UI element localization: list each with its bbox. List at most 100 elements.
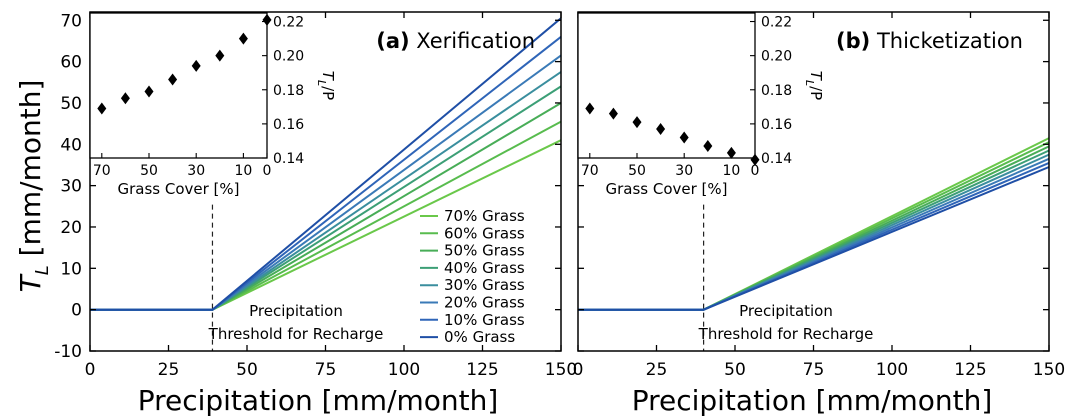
- inset-data-point: [656, 123, 666, 135]
- x-tick-label: 0: [573, 360, 584, 380]
- x-tick-label: 50: [724, 360, 746, 380]
- y-tick-label: 10: [60, 259, 82, 279]
- legend-label: 60% Grass: [444, 224, 525, 242]
- inset-y-axis-title: TL/P: [315, 71, 337, 100]
- inset-y-tick-label: 0.16: [273, 117, 304, 133]
- inset-data-point: [679, 131, 689, 144]
- legend-label: 20% Grass: [444, 294, 525, 312]
- inset-data-point: [168, 73, 178, 86]
- inset-data-point: [750, 153, 760, 166]
- legend-label: 40% Grass: [444, 259, 525, 277]
- inset-y-axis-title-part: T: [807, 71, 825, 82]
- inset-frame: [577, 12, 756, 159]
- series-line-0-grass: [578, 166, 1050, 311]
- inset-data-point: [144, 85, 154, 98]
- panel-title: (a) Xerification: [376, 29, 535, 53]
- threshold-annotation-line2: Threshold for Recharge: [208, 325, 384, 343]
- inset-x-tick-label: 30: [187, 163, 205, 179]
- inset-x-axis-title: Grass Cover [%]: [117, 180, 239, 198]
- x-tick-label: 25: [158, 360, 180, 380]
- inset-data-point: [120, 92, 130, 105]
- x-tick-label: 125: [466, 360, 498, 380]
- x-tick-label: 100: [388, 360, 420, 380]
- inset-data-point: [215, 49, 225, 62]
- inset-plot: 70 50 30 10 00.14 0.16 0.18 0.20 0.22 Grass Cover…: [577, 12, 825, 198]
- x-tick-label: 150: [1033, 360, 1065, 380]
- inset-data-point: [726, 146, 736, 159]
- inset-y-axis-title-part: L: [315, 80, 328, 86]
- inset-x-axis-title: Grass Cover [%]: [605, 180, 727, 198]
- legend-label: 30% Grass: [444, 276, 525, 294]
- x-tick-label: 75: [803, 360, 825, 380]
- inset-data-point: [262, 13, 272, 26]
- inset-x-tick-label: 0: [751, 163, 760, 179]
- panel-letter: (b): [836, 29, 870, 53]
- inset-y-axis-title-part: L: [803, 80, 816, 86]
- series-line-70-grass: [578, 137, 1050, 311]
- series-line-60-grass: [578, 141, 1050, 311]
- inset-y-tick-label: 0.14: [761, 151, 792, 167]
- threshold-annotation-line1: Precipitation: [249, 302, 343, 320]
- inset-data-point: [632, 116, 642, 129]
- inset-y-tick-label: 0.18: [273, 83, 304, 99]
- inset-data-point: [191, 59, 201, 72]
- y-tick-label: 50: [60, 94, 82, 114]
- x-tick-label: 75: [315, 360, 337, 380]
- inset-y-tick-label: 0.18: [761, 83, 792, 99]
- inset-y-tick-label: 0.20: [761, 49, 792, 65]
- inset-y-axis-title-part: /P: [319, 86, 337, 100]
- inset-data-point: [703, 140, 713, 153]
- inset-y-tick-label: 0.20: [273, 49, 304, 65]
- series-line-40-grass: [578, 149, 1050, 311]
- inset-x-tick-label: 50: [140, 163, 158, 179]
- panel-letter: (a): [376, 29, 409, 53]
- threshold-annotation-line2: Threshold for Recharge: [698, 325, 874, 343]
- series-line-50-grass: [578, 145, 1050, 311]
- y-tick-label: 70: [60, 11, 82, 31]
- inset-data-point: [585, 102, 595, 115]
- y-tick-label: 30: [60, 177, 82, 197]
- inset-y-axis-title-part: /P: [807, 86, 825, 100]
- inset-x-tick-label: 30: [675, 163, 693, 179]
- inset-plot: 70 50 30 10 00.14 0.16 0.18 0.20 0.22 Grass Cover…: [89, 12, 337, 198]
- inset-data-point: [238, 32, 248, 45]
- inset-y-tick-label: 0.16: [761, 117, 792, 133]
- inset-x-tick-label: 10: [722, 163, 740, 179]
- y-tick-label: 20: [60, 218, 82, 238]
- series-line-0-grass: [90, 17, 562, 311]
- x-tick-label: 125: [954, 360, 986, 380]
- panel-name: Xerification: [410, 29, 535, 53]
- series-line-30-grass: [578, 153, 1050, 311]
- panel-b: 0 25 50 75 100 125 150(b) ThicketizationPrecip…: [573, 11, 1065, 380]
- x-tick-label: 150: [545, 360, 577, 380]
- legend-label: 10% Grass: [444, 311, 525, 329]
- inset-y-axis-title: TL/P: [803, 71, 825, 100]
- panel-title: (b) Thicketization: [836, 29, 1023, 53]
- inset-y-tick-label: 0.22: [761, 15, 792, 31]
- inset-frame: [89, 12, 268, 159]
- x-tick-label: 25: [646, 360, 668, 380]
- legend-label: 0% Grass: [444, 328, 515, 346]
- legend-label: 70% Grass: [444, 207, 525, 225]
- inset-x-tick-label: 10: [234, 163, 252, 179]
- x-tick-label: 100: [876, 360, 908, 380]
- threshold-annotation-line1: Precipitation: [739, 302, 833, 320]
- panel-b-x-axis-title: Precipitation [mm/month]: [632, 384, 993, 417]
- panel-name: Thicketization: [870, 29, 1023, 53]
- y-axis-title: TL [mm/month]: [14, 80, 53, 293]
- inset-x-tick-label: 70: [93, 163, 111, 179]
- inset-y-axis-title-part: T: [319, 71, 337, 82]
- inset-x-tick-label: 0: [263, 163, 272, 179]
- x-tick-label: 0: [85, 360, 96, 380]
- inset-data-point: [97, 102, 107, 115]
- y-tick-label: -10: [54, 342, 82, 362]
- inset-data-point: [608, 107, 618, 120]
- panel-a-x-axis-title: Precipitation [mm/month]: [138, 384, 499, 417]
- inset-y-tick-label: 0.22: [273, 15, 304, 31]
- y-tick-label: 40: [60, 135, 82, 155]
- x-tick-label: 50: [236, 360, 258, 380]
- inset-x-tick-label: 70: [581, 163, 599, 179]
- inset-x-tick-label: 50: [628, 163, 646, 179]
